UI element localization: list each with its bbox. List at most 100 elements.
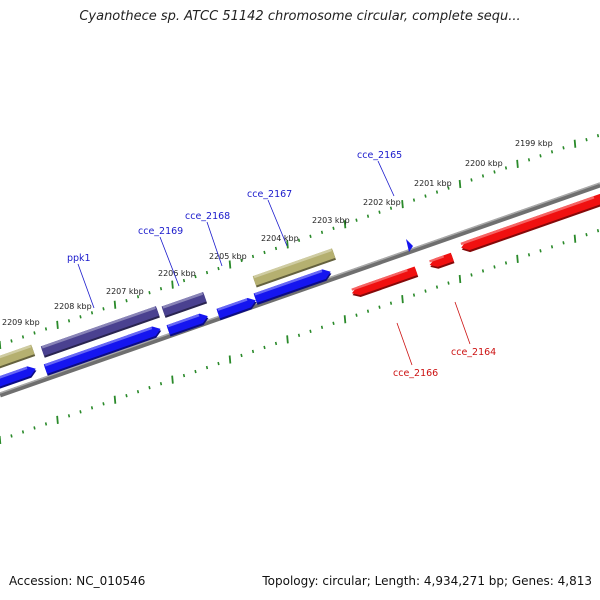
inner-major-tick [113,395,117,404]
gene-feature [161,292,208,318]
outer-minor-tick [550,150,554,154]
inner-major-tick [56,415,59,424]
outer-minor-tick [320,230,324,234]
inner-minor-tick [378,305,381,309]
cds-feature-reverse [351,266,419,298]
cds-feature-forward [43,326,162,376]
inner-major-tick [458,274,462,284]
outer-minor-tick [447,186,450,190]
inner-minor-tick [205,365,209,370]
genome-stats-label: Topology: circular; Length: 4,934,271 bp… [262,574,592,588]
inner-tick-ring [0,229,600,445]
outer-minor-tick [205,270,209,275]
outer-minor-tick [79,315,82,319]
gene-feature [252,248,336,288]
outer-tick-ring [0,134,600,350]
outer-minor-tick [159,286,163,291]
outer-minor-tick [481,174,485,178]
inner-minor-tick [596,229,600,233]
gene-label[interactable]: cce_2168 [185,211,230,222]
inner-major-tick [401,295,404,304]
outer-minor-tick [240,258,243,263]
inner-minor-tick [320,325,324,329]
inner-minor-tick [412,293,416,297]
kbp-label: 2204 kbp [261,234,299,243]
cds-feature-reverse [460,193,600,253]
gene-feature [40,306,160,358]
outer-minor-tick [182,278,186,283]
kbp-label: 2209 kbp [2,318,40,327]
gene-feature [0,344,36,370]
cds-feature-reverse [429,252,455,269]
inner-minor-tick [562,241,565,245]
outer-minor-tick [435,190,439,194]
inner-minor-tick [240,353,243,358]
outer-minor-tick [366,214,370,218]
kbp-label: 2205 kbp [209,252,247,261]
inner-minor-tick [102,402,105,406]
inner-minor-tick [366,309,370,313]
gene-callout-line [159,236,180,287]
kbp-label: 2203 kbp [312,216,350,225]
inner-minor-tick [585,233,588,237]
gene-label[interactable]: cce_2169 [138,226,183,237]
inner-minor-tick [217,361,220,366]
gene-callout-line [267,199,288,247]
inner-minor-tick [332,321,335,325]
inner-minor-tick [297,333,301,338]
gene-callout-line [206,221,223,267]
outer-minor-tick [90,311,94,315]
inner-minor-tick [550,245,554,249]
gene-callout-line [77,263,95,309]
kbp-label: 2201 kbp [414,179,452,188]
gene-label[interactable]: cce_2167 [247,189,292,200]
inner-minor-tick [481,269,485,273]
outer-minor-tick [389,206,393,210]
inner-minor-tick [125,394,128,398]
outer-minor-tick [309,234,312,239]
outer-minor-tick [44,327,48,331]
inner-minor-tick [355,313,358,317]
inner-minor-tick [194,369,197,374]
outer-minor-tick [504,166,508,170]
gene-label[interactable]: ppk1 [67,253,91,264]
gene-label[interactable]: cce_2164 [451,347,496,358]
gene-label[interactable]: cce_2166 [393,368,438,379]
outer-minor-tick [493,170,496,174]
outer-minor-tick [251,254,255,259]
cds-feature-forward [216,297,257,321]
inner-minor-tick [539,249,542,253]
inner-minor-tick [504,261,508,265]
outer-minor-tick [194,274,197,279]
outer-minor-tick [332,226,335,230]
inner-minor-tick [136,390,140,394]
gene-callout-line [396,322,413,366]
kbp-label: 2199 kbp [515,139,553,148]
strand-marker [406,239,413,252]
inner-major-tick [286,335,289,344]
inner-minor-tick [79,410,82,414]
outer-minor-tick [470,178,473,182]
gene-label[interactable]: cce_2165 [357,150,402,161]
kbp-label: 2200 kbp [465,159,503,168]
outer-minor-tick [102,307,105,311]
inner-minor-tick [447,281,450,285]
inner-major-tick [516,254,519,263]
outer-major-tick [343,220,347,229]
inner-minor-tick [527,253,531,257]
inner-minor-tick [424,289,427,293]
inner-minor-tick [309,329,312,334]
outer-minor-tick [263,250,266,255]
gene-callout-line [377,160,395,197]
outer-major-tick [113,300,117,309]
cds-feature-forward [0,366,37,390]
outer-minor-tick [21,335,25,339]
outer-major-tick [401,200,404,209]
outer-major-tick [573,139,577,148]
feature-track [0,193,600,390]
kbp-label: 2207 kbp [106,287,144,296]
inner-minor-tick [90,406,94,410]
